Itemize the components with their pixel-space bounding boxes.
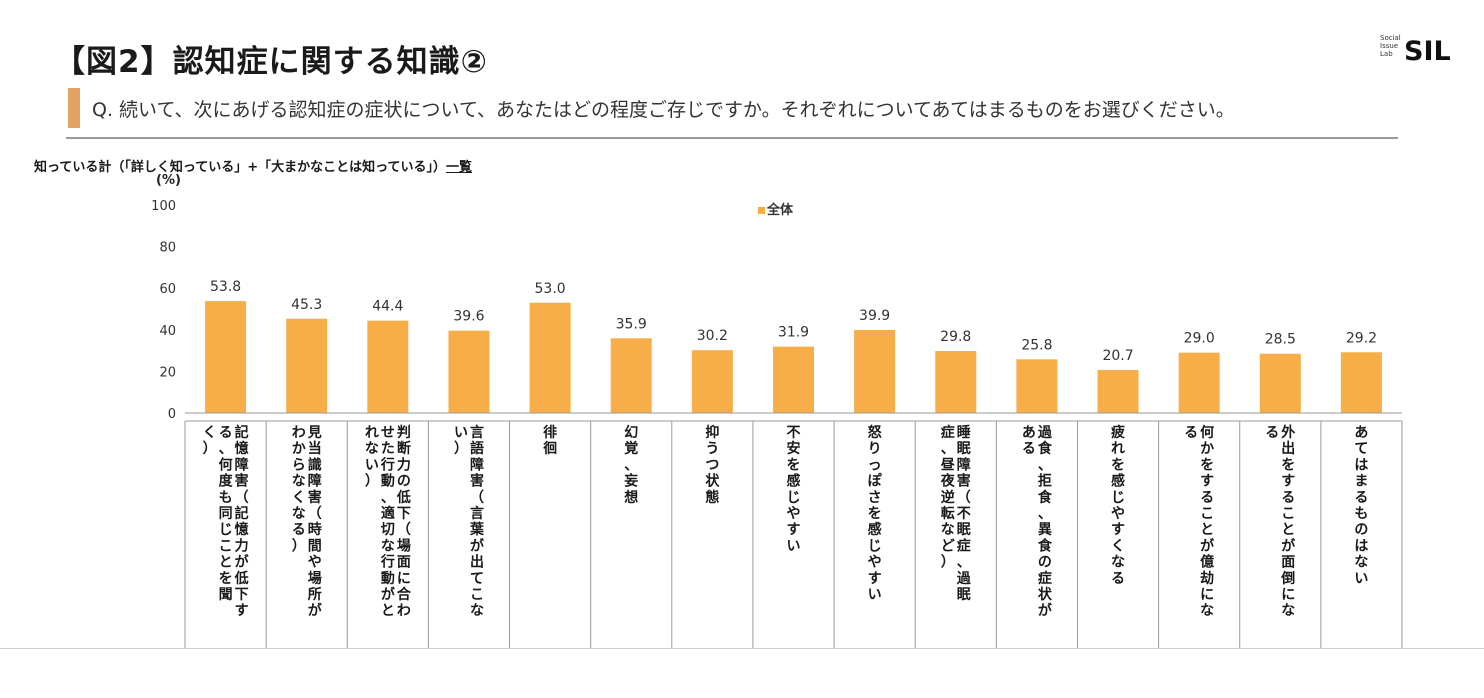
category-label: 幻覚、妄想 <box>623 424 638 506</box>
bar <box>610 338 652 413</box>
data-label: 39.6 <box>453 309 484 325</box>
bar <box>205 301 247 413</box>
category-label: 抑うつ状態 <box>705 424 720 506</box>
category-label: ある <box>1022 425 1036 457</box>
bar <box>286 318 328 413</box>
data-label: 28.5 <box>1265 332 1296 348</box>
data-label: 45.3 <box>291 297 322 313</box>
bar <box>367 320 409 413</box>
category-label: る、何度も同じことを聞 <box>219 425 234 603</box>
category-label: 徘徊 <box>543 424 557 457</box>
bar <box>529 302 571 413</box>
category-label: 判断力の低下（場面に合わ <box>396 424 412 619</box>
data-label: 35.9 <box>616 316 647 332</box>
question-text: Q. 続いて、次にあげる認知症の症状について、あなたはどの程度ご存じですか。それ… <box>92 99 1235 121</box>
category-label: れない） <box>365 425 379 490</box>
bar <box>1097 369 1139 413</box>
y-tick-label: 80 <box>159 241 176 256</box>
data-label: 29.2 <box>1346 330 1377 346</box>
category-label: せた行動、適切な行動がと <box>380 425 396 619</box>
data-label: 31.9 <box>778 325 809 341</box>
chart-subtitle-tail: 一覧 <box>445 160 472 175</box>
bar <box>935 351 977 413</box>
bar <box>773 346 814 413</box>
data-label: 25.8 <box>1021 337 1052 353</box>
bar <box>448 330 490 413</box>
data-label: 29.0 <box>1184 331 1215 347</box>
y-tick-label: 60 <box>159 282 176 297</box>
category-label: る <box>1265 425 1279 441</box>
chart-legend: 全体 <box>758 199 793 218</box>
bar <box>1016 359 1058 413</box>
category-label: 怒りっぽさを感じやすい <box>868 424 883 603</box>
bar <box>1259 353 1301 413</box>
category-label: 何かをすることが億劫にな <box>1200 424 1215 619</box>
category-label: る <box>1184 425 1198 441</box>
sil-logo: Social Issue Lab SIL <box>1380 34 1460 74</box>
category-label: 見当識障害（時間や場所が <box>307 425 323 619</box>
category-label: い） <box>454 425 468 457</box>
legend-swatch <box>758 207 765 214</box>
footer-divider <box>0 648 1484 649</box>
category-label: 外出をすることが面倒にな <box>1280 424 1296 619</box>
bar <box>1178 352 1220 413</box>
y-tick-label: 40 <box>159 324 176 339</box>
bar <box>1340 352 1382 413</box>
logo-small-text: Social Issue Lab <box>1380 34 1401 58</box>
page-title: 【図2】認知症に関する知識② <box>54 44 488 80</box>
chart-subtitle-main: 知っている計（「詳しく知っている」+「大まかなことは知っている」） <box>34 160 446 175</box>
data-label: 53.0 <box>535 281 566 297</box>
y-axis-unit: (%) <box>156 173 181 188</box>
category-label: 記憶障害（記憶力が低下す <box>234 424 250 619</box>
category-label: 不安を感じやすい <box>787 425 801 554</box>
legend-label: 全体 <box>767 203 794 218</box>
header-divider <box>66 137 1398 139</box>
question-accent-bar <box>68 88 80 128</box>
category-label: わからなくなる） <box>292 425 306 554</box>
bar <box>854 330 896 413</box>
data-label: 20.7 <box>1102 348 1133 364</box>
category-label: 過食、拒食、異食の症状が <box>1037 425 1053 619</box>
data-label: 39.9 <box>859 308 890 324</box>
bar <box>691 350 733 413</box>
logo-big-text: SIL <box>1404 36 1451 67</box>
data-label: 30.2 <box>697 328 728 344</box>
category-label: く） <box>203 425 217 457</box>
category-label: あてはまるものはない <box>1354 425 1368 587</box>
category-label: 言語障害（言葉が出てこな <box>469 424 485 619</box>
category-label: 疲れを感じやすくなる <box>1111 424 1125 587</box>
y-tick-label: 20 <box>159 365 176 380</box>
data-label: 53.8 <box>210 279 241 295</box>
y-tick-label: 0 <box>168 407 176 422</box>
data-label: 44.4 <box>372 299 403 315</box>
category-label: 症、昼夜逆転など） <box>940 424 956 571</box>
y-tick-label: 100 <box>151 199 176 214</box>
data-label: 29.8 <box>940 329 971 345</box>
chart-subtitle: 知っている計（「詳しく知っている」+「大まかなことは知っている」）一覧 <box>34 156 472 175</box>
category-label: 睡眠障害（不眠症、過眠 <box>956 425 972 603</box>
